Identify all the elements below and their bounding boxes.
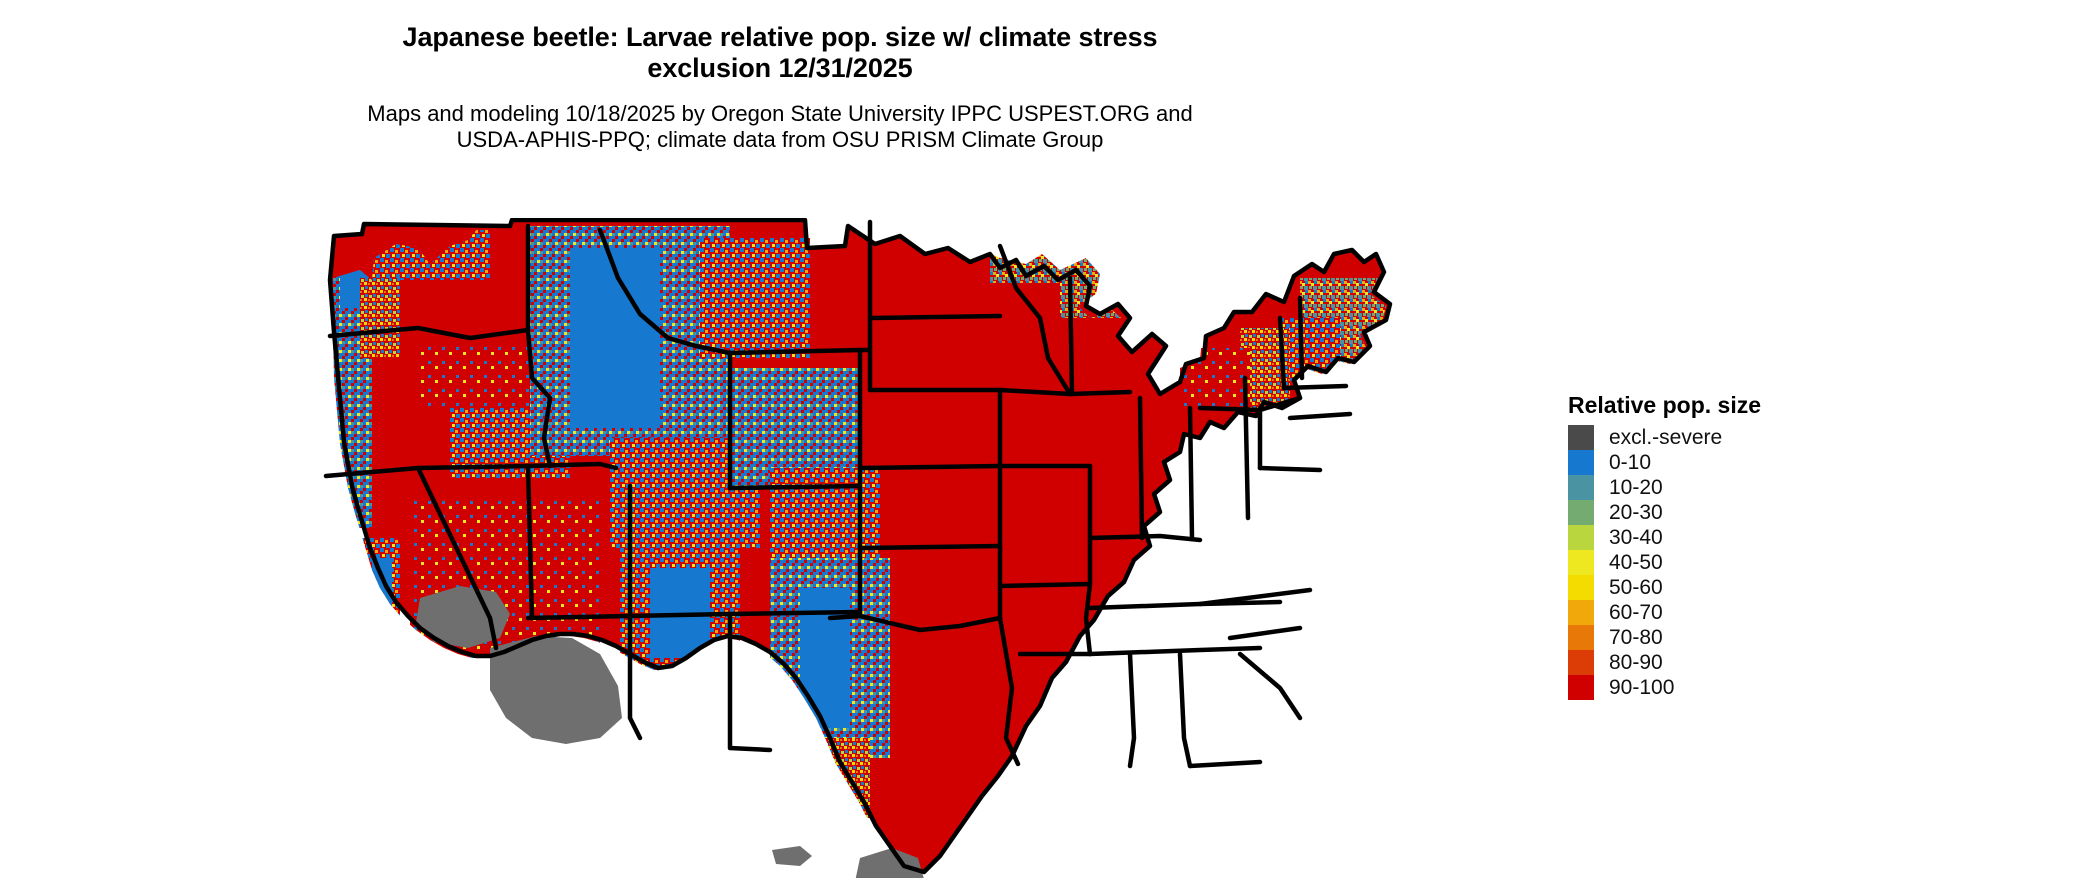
legend-label: 60-70: [1609, 601, 1663, 625]
legend-label: 90-100: [1609, 676, 1675, 700]
border-tn-ms-al-ga: [1087, 645, 1263, 657]
legend-row: 60-70: [1568, 600, 1868, 626]
exclusion-zone-mojave: [416, 586, 510, 648]
border-ok-tx: [827, 613, 1003, 633]
map-raster-layer: [323, 218, 1393, 878]
legend-label: 20-30: [1609, 501, 1663, 525]
legend-swatch: [1568, 500, 1594, 526]
border-mo-ar: [997, 581, 1093, 589]
border-oh-pa-wv: [1242, 375, 1251, 521]
legend-swatch: [1568, 475, 1594, 501]
legend-row: 70-80: [1568, 625, 1868, 651]
border-az-nm: [627, 613, 643, 741]
legend-row: 10-20: [1568, 475, 1868, 501]
border-il-in: [1137, 395, 1145, 541]
legend-label: 80-90: [1609, 651, 1663, 675]
legend-row: 0-10: [1568, 450, 1868, 476]
legend-row: 20-30: [1568, 500, 1868, 526]
exclusion-zone-south-texas: [855, 848, 924, 878]
legend-swatch: [1568, 575, 1594, 601]
legend-swatch: [1568, 675, 1594, 701]
border-ar-ms-tn: [1083, 581, 1093, 657]
border-ga-fl: [1187, 759, 1263, 769]
border-nd-sd: [867, 313, 1003, 321]
border-ma-ny: [1281, 383, 1349, 391]
legend-swatch: [1568, 550, 1594, 576]
raster-cell-arrowhead-mn: [990, 238, 1110, 283]
border-va-nc: [1197, 587, 1313, 607]
legend-row: excl.-severe: [1568, 425, 1868, 451]
title-block: Japanese beetle: Larvae relative pop. si…: [0, 22, 1560, 153]
legend-row: 40-50: [1568, 550, 1868, 576]
legend-label: excl.-severe: [1609, 426, 1723, 450]
border-ne-ks: [857, 463, 1003, 471]
border-id-mt: [597, 227, 733, 356]
border-in-oh: [1187, 405, 1195, 541]
us-choropleth-map[interactable]: [300, 218, 1550, 878]
legend-row: 30-40: [1568, 525, 1868, 551]
legend-swatch: [1568, 450, 1594, 476]
border-ms-al: [1127, 651, 1137, 769]
legend-swatch: [1568, 425, 1594, 451]
border-wi-mi: [1067, 275, 1075, 397]
national-border: [327, 218, 1393, 875]
page-title: Japanese beetle: Larvae relative pop. si…: [402, 22, 1158, 84]
border-pa-md-va: [1257, 465, 1323, 473]
page-subtitle: Maps and modeling 10/18/2025 by Oregon S…: [367, 100, 1193, 152]
map-legend: Relative pop. size excl.-severe 0-10 10-20…: [1568, 392, 1868, 701]
raster-cell-wind-river: [770, 468, 880, 568]
border-nm-tx: [727, 611, 773, 753]
border-co-nm: [727, 609, 863, 617]
border-al-ga: [1177, 651, 1193, 769]
legend-row: 90-100: [1568, 675, 1868, 701]
exclusion-zone-sonoran: [490, 636, 622, 744]
legend-row: 80-90: [1568, 650, 1868, 676]
legend-swatch: [1568, 625, 1594, 651]
legend-swatch: [1568, 525, 1594, 551]
border-ks-ok: [857, 543, 1003, 551]
legend-swatch: [1568, 600, 1594, 626]
legend-label: 40-50: [1609, 551, 1663, 575]
map-svg[interactable]: [300, 218, 1550, 878]
legend-label: 30-40: [1609, 526, 1663, 550]
legend-label: 70-80: [1609, 626, 1663, 650]
border-tx-la: [997, 615, 1021, 767]
raster-cell-sangre-de-cristo: [780, 738, 870, 818]
border-ma-ct: [1287, 411, 1353, 421]
border-vt-nh: [1297, 295, 1305, 381]
border-ky-tn: [1087, 599, 1283, 611]
raster-cell-sawatch: [800, 588, 850, 728]
border-mn-ia: [997, 387, 1073, 397]
raster-cell-montana-rockies: [700, 238, 810, 358]
border-ne-states: [1277, 315, 1287, 391]
border-wa-or: [327, 325, 531, 341]
border-or-id: [525, 327, 553, 469]
legend-swatch: [1568, 650, 1594, 676]
exclusion-zone-west-texas: [772, 846, 812, 866]
border-nv-ut: [525, 463, 535, 621]
legend-row: 50-60: [1568, 575, 1868, 601]
exclusion-severe-zones: [416, 586, 924, 878]
raster-cell-cascades-or: [333, 358, 372, 528]
border-il-in-oh-ky: [1087, 533, 1203, 543]
border-ca-nv-az: [415, 465, 499, 651]
border-mn-wi: [997, 243, 1073, 397]
raster-cell-salmon-river: [570, 248, 660, 428]
legend-items: excl.-severe 0-10 10-20 20-30 30-40 40-50 50-6…: [1568, 425, 1868, 701]
border-wy-co: [727, 483, 863, 491]
legend-label: 0-10: [1609, 451, 1652, 475]
state-boundaries: [323, 218, 1393, 875]
border-nc-sc: [1227, 625, 1303, 641]
border-wi-il: [1067, 389, 1133, 397]
legend-title: Relative pop. size: [1568, 392, 1762, 418]
raster-cell-adirondacks: [1180, 348, 1250, 408]
raster-cell-puget: [360, 278, 400, 358]
legend-label: 50-60: [1609, 576, 1663, 600]
legend-label: 10-20: [1609, 476, 1663, 500]
border-ga-sc-nc: [1237, 651, 1303, 721]
